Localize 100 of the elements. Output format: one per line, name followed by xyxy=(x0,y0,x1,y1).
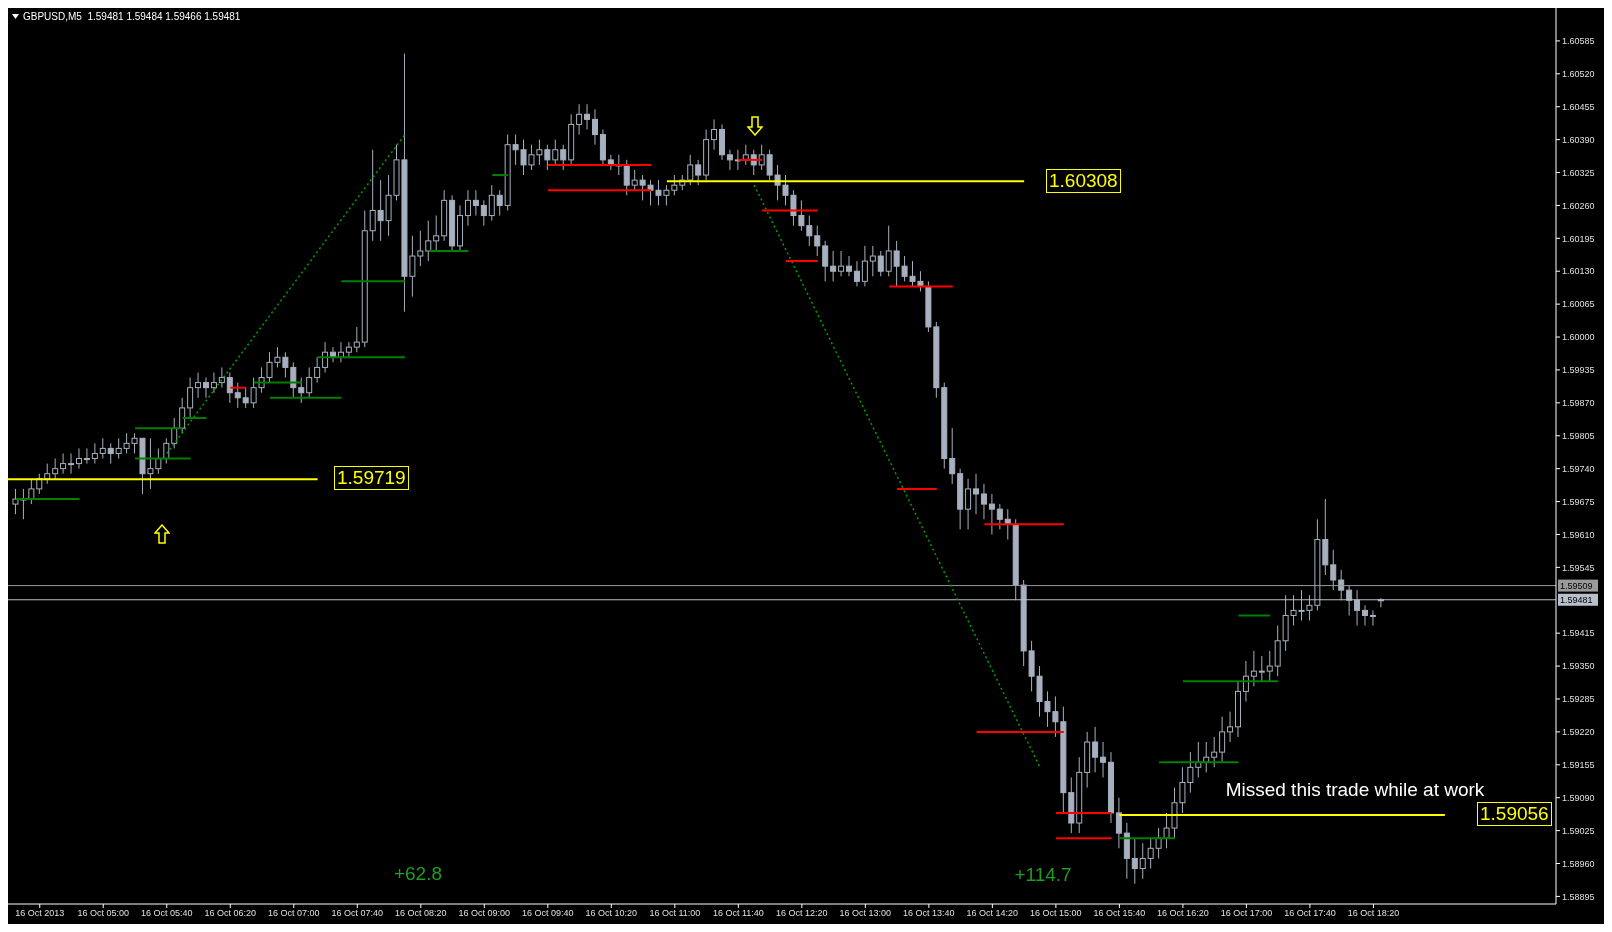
y-tick-label: 1.60585 xyxy=(1562,36,1595,47)
annotation: 1.59056 xyxy=(1477,802,1552,826)
x-tick-label: 16 Oct 16:20 xyxy=(1157,908,1209,919)
x-tick-label: 16 Oct 07:00 xyxy=(268,908,320,919)
candlestick xyxy=(711,118,718,151)
candlestick xyxy=(584,103,591,130)
candlestick xyxy=(988,493,995,535)
candlestick xyxy=(480,199,487,227)
candlestick xyxy=(298,377,305,404)
candlestick xyxy=(552,139,559,166)
y-tick-label: 1.60065 xyxy=(1562,299,1595,310)
candlestick xyxy=(353,326,360,353)
y-tick-label: 1.59350 xyxy=(1562,661,1595,672)
candlestick xyxy=(1369,609,1376,627)
candlestick xyxy=(1092,726,1099,773)
candlestick xyxy=(1115,797,1122,849)
candlestick xyxy=(861,245,868,287)
ref-line-label: 1.59481 xyxy=(1560,594,1593,605)
candlestick xyxy=(226,371,233,404)
candlestick xyxy=(28,478,35,505)
x-tick-label: 16 Oct 15:00 xyxy=(1030,908,1082,919)
x-tick-label: 16 Oct 06:20 xyxy=(204,908,257,919)
candlestick xyxy=(36,473,43,495)
x-tick-label: 16 Oct 05:00 xyxy=(77,908,130,919)
candlestick xyxy=(576,103,583,136)
candlestick xyxy=(75,447,82,470)
y-tick-label: 1.59155 xyxy=(1562,759,1595,770)
x-tick-label: 16 Oct 08:20 xyxy=(395,908,447,919)
x-tick-label: 16 Oct 2013 xyxy=(15,908,65,919)
x-tick-label: 16 Oct 07:40 xyxy=(331,908,384,919)
y-tick-label: 1.59610 xyxy=(1562,529,1595,540)
annotation: +114.7 xyxy=(1014,864,1072,886)
candlestick xyxy=(1227,711,1234,743)
candlestick xyxy=(496,189,503,217)
candlestick xyxy=(1346,584,1353,616)
candlestick xyxy=(695,159,702,186)
candlestick xyxy=(1139,842,1146,880)
annotation: +62.8 xyxy=(393,863,443,885)
candlestick xyxy=(488,184,495,222)
x-tick-label: 16 Oct 17:00 xyxy=(1220,908,1273,919)
candlestick xyxy=(187,377,194,419)
candlestick xyxy=(1250,650,1257,687)
y-tick-label: 1.58960 xyxy=(1562,858,1595,869)
candlestick xyxy=(822,240,829,282)
x-tick-label: 16 Oct 09:40 xyxy=(522,908,574,919)
annotation: 1.59719 xyxy=(334,466,409,490)
candlestick xyxy=(949,427,956,485)
y-tick-label: 1.59675 xyxy=(1562,496,1595,507)
y-tick-label: 1.60260 xyxy=(1562,200,1595,211)
x-tick-label: 16 Oct 12:20 xyxy=(776,908,828,919)
candlestick xyxy=(869,245,876,277)
x-tick-label: 16 Oct 17:40 xyxy=(1284,908,1336,919)
candlestick xyxy=(1258,655,1265,682)
candlestick xyxy=(314,356,321,384)
candlestick xyxy=(107,442,114,465)
candlestick xyxy=(195,371,202,399)
candlestick xyxy=(1131,837,1138,885)
candlestick xyxy=(1354,589,1361,627)
y-tick-label: 1.60520 xyxy=(1562,69,1595,79)
candlestick xyxy=(472,189,479,217)
x-tick-label: 16 Oct 13:00 xyxy=(839,908,892,919)
y-tick-label: 1.59740 xyxy=(1562,463,1595,474)
y-tick-label: 1.59805 xyxy=(1562,430,1595,441)
y-tick-label: 1.59220 xyxy=(1562,727,1595,738)
candlestick xyxy=(591,108,598,146)
y-tick-label: 1.60455 xyxy=(1562,101,1595,112)
y-tick-label: 1.59870 xyxy=(1562,398,1595,409)
candlestick xyxy=(425,220,432,262)
annotation: 1.60308 xyxy=(1046,169,1121,193)
y-tick-label: 1.60000 xyxy=(1562,332,1595,343)
candlestick xyxy=(345,341,352,358)
y-tick-label: 1.60130 xyxy=(1562,266,1595,277)
candlestick xyxy=(1330,549,1337,591)
x-tick-label: 16 Oct 05:40 xyxy=(141,908,193,919)
candlestick xyxy=(853,260,860,287)
candlestick xyxy=(623,159,630,196)
x-tick-label: 16 Oct 10:20 xyxy=(585,908,638,919)
x-tick-label: 16 Oct 15:40 xyxy=(1093,908,1146,919)
y-tick-label: 1.59545 xyxy=(1562,562,1595,573)
y-tick-label: 1.59415 xyxy=(1562,628,1595,639)
candlestick xyxy=(1362,604,1369,627)
candlestick xyxy=(52,458,59,480)
candlestick xyxy=(1219,716,1226,763)
y-tick-label: 1.60325 xyxy=(1562,167,1595,178)
candlestick xyxy=(83,447,90,465)
candlestick xyxy=(99,437,106,460)
candlestick xyxy=(306,366,313,399)
candlestick xyxy=(965,478,972,530)
candlestick xyxy=(980,483,987,520)
y-tick-label: 1.58895 xyxy=(1562,891,1595,902)
candlestick xyxy=(464,189,471,227)
x-tick-label: 16 Oct 11:00 xyxy=(649,908,701,919)
candlestick xyxy=(218,366,225,389)
candlestick xyxy=(1100,741,1107,778)
candlestick xyxy=(814,225,821,257)
ref-line-label: 1.59509 xyxy=(1560,580,1593,591)
candlestick xyxy=(687,154,694,186)
candlestick xyxy=(60,452,67,475)
x-tick-label: 16 Oct 11:40 xyxy=(712,908,764,919)
candlestick xyxy=(846,255,853,277)
